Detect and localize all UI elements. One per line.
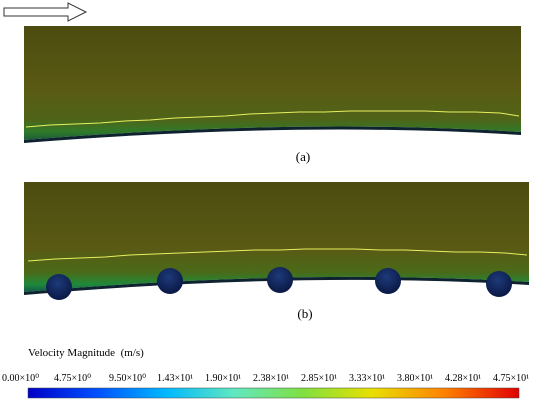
cylinder-3: [267, 267, 293, 293]
legend-tick: 0.00×10⁰: [2, 373, 40, 384]
panel-a-field: [24, 26, 521, 143]
legend-tick: 9.50×10⁰: [109, 373, 147, 384]
panel-b-cylinders: [46, 267, 512, 300]
legend-tick: 4.75×10¹: [493, 373, 530, 384]
legend-tick: 3.80×10¹: [397, 373, 434, 384]
right-arrow-icon: [3, 2, 88, 22]
panel-a-shear-layer-line: [25, 110, 520, 128]
legend-tick: 3.33×10¹: [349, 373, 386, 384]
cylinder-1: [46, 274, 72, 300]
cylinder-2: [157, 268, 183, 294]
caption-b: (b): [297, 306, 313, 321]
legend-tick: 1.90×10¹: [205, 373, 242, 384]
cylinder-4: [375, 268, 401, 294]
legend-tick: 2.38×10¹: [253, 373, 290, 384]
cylinder-5: [486, 271, 512, 297]
legend-title: Velocity Magnitude (m/s): [28, 347, 144, 359]
legend-tick: 4.75×10⁰: [54, 373, 92, 384]
panel-b-shear-layer-line: [27, 248, 528, 262]
legend-tick: 1.43×10¹: [157, 373, 194, 384]
legend-tick: 4.28×10¹: [445, 373, 482, 384]
legend-colorbar: [27, 387, 520, 399]
caption-a: (a): [295, 149, 311, 164]
legend-tick: 2.85×10¹: [301, 373, 338, 384]
